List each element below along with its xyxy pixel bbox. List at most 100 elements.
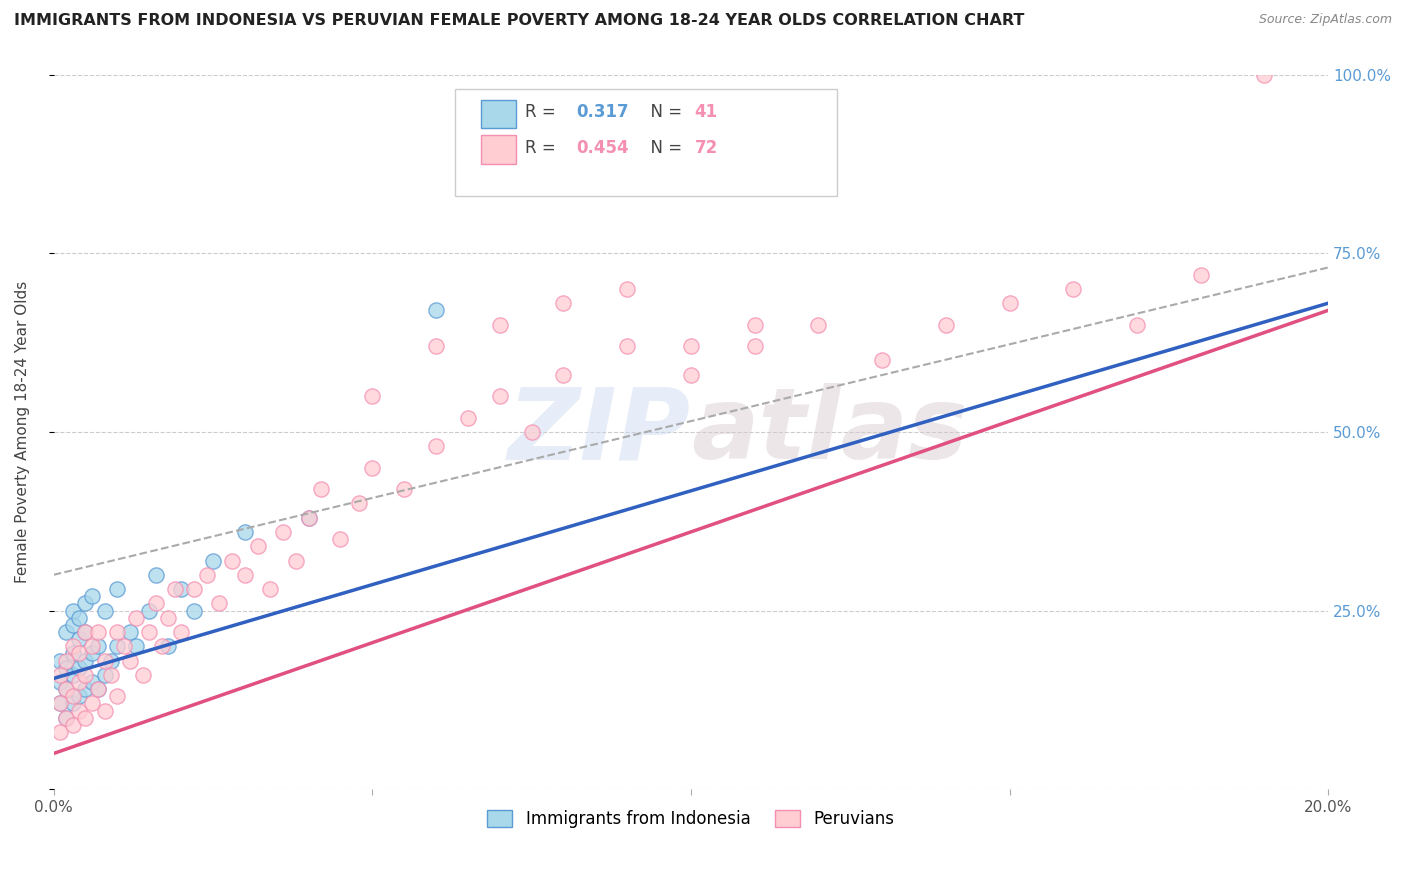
Point — [62, 617, 84, 632]
Point — [259, 582, 281, 596]
Point — [105, 690, 128, 704]
Point — [62, 668, 84, 682]
Point — [488, 318, 510, 332]
Point — [309, 482, 332, 496]
Point — [100, 668, 122, 682]
Point — [49, 725, 72, 739]
Point — [170, 582, 193, 596]
Point — [75, 625, 97, 640]
Point — [998, 296, 1021, 310]
Point — [80, 675, 103, 690]
Point — [157, 640, 180, 654]
Point — [208, 596, 231, 610]
Legend: Immigrants from Indonesia, Peruvians: Immigrants from Indonesia, Peruvians — [481, 803, 901, 835]
Point — [553, 368, 575, 382]
Point — [361, 389, 384, 403]
Point — [271, 524, 294, 539]
Point — [297, 510, 319, 524]
Point — [75, 625, 97, 640]
Point — [93, 704, 115, 718]
Point — [80, 640, 103, 654]
Point — [105, 582, 128, 596]
Point — [62, 647, 84, 661]
Point — [49, 675, 72, 690]
Point — [75, 654, 97, 668]
Point — [870, 353, 893, 368]
Point — [361, 460, 384, 475]
Point — [170, 625, 193, 640]
Text: 41: 41 — [695, 103, 718, 121]
Point — [67, 632, 90, 647]
Text: ZIP: ZIP — [508, 384, 690, 481]
Point — [425, 439, 447, 453]
Point — [349, 496, 371, 510]
Point — [75, 711, 97, 725]
Point — [233, 524, 256, 539]
Point — [62, 603, 84, 617]
Point — [425, 303, 447, 318]
Point — [100, 654, 122, 668]
Point — [132, 668, 155, 682]
Point — [679, 339, 702, 353]
Point — [67, 647, 90, 661]
Point — [425, 339, 447, 353]
Point — [49, 697, 72, 711]
Point — [935, 318, 957, 332]
Point — [112, 640, 135, 654]
Point — [55, 661, 77, 675]
Point — [62, 697, 84, 711]
Y-axis label: Female Poverty Among 18-24 Year Olds: Female Poverty Among 18-24 Year Olds — [15, 281, 30, 583]
FancyBboxPatch shape — [456, 89, 838, 196]
Point — [75, 596, 97, 610]
Point — [195, 567, 218, 582]
Point — [138, 603, 160, 617]
Point — [520, 425, 543, 439]
Point — [145, 596, 167, 610]
Point — [1253, 68, 1275, 82]
Point — [246, 539, 269, 553]
Point — [62, 718, 84, 732]
Point — [55, 711, 77, 725]
Point — [67, 610, 90, 624]
Point — [744, 318, 766, 332]
Point — [62, 640, 84, 654]
Point — [201, 553, 224, 567]
Point — [67, 661, 90, 675]
Point — [145, 567, 167, 582]
Point — [75, 668, 97, 682]
Point — [1126, 318, 1149, 332]
Point — [744, 339, 766, 353]
Point — [1062, 282, 1084, 296]
Point — [49, 654, 72, 668]
Point — [183, 582, 205, 596]
Point — [55, 625, 77, 640]
Point — [62, 690, 84, 704]
Point — [105, 625, 128, 640]
FancyBboxPatch shape — [481, 100, 516, 128]
Point — [807, 318, 830, 332]
Text: 0.317: 0.317 — [576, 103, 628, 121]
Point — [87, 625, 110, 640]
Point — [67, 675, 90, 690]
Text: R =: R = — [526, 103, 561, 121]
Point — [125, 640, 148, 654]
Point — [679, 368, 702, 382]
Point — [67, 690, 90, 704]
Point — [553, 296, 575, 310]
Point — [67, 704, 90, 718]
Point — [80, 647, 103, 661]
Point — [105, 640, 128, 654]
Point — [55, 654, 77, 668]
Text: N =: N = — [640, 139, 688, 157]
Point — [138, 625, 160, 640]
Point — [163, 582, 186, 596]
Point — [93, 668, 115, 682]
Point — [297, 510, 319, 524]
Text: N =: N = — [640, 103, 688, 121]
Point — [93, 603, 115, 617]
Point — [49, 668, 72, 682]
Point — [93, 654, 115, 668]
Point — [87, 682, 110, 697]
Point — [329, 532, 352, 546]
Point — [75, 682, 97, 697]
